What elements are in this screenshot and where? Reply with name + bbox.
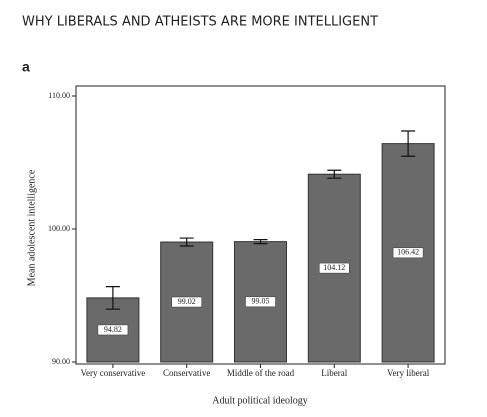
y-axis-label: Mean adolescent intelligence (26, 169, 37, 286)
error-bar (401, 130, 416, 157)
value-label-box (319, 262, 350, 274)
y-tick-label: 110.00 (48, 91, 70, 100)
x-tick-label: Middle of the road (226, 368, 295, 378)
x-tick-label: Liberal (321, 368, 348, 378)
error-bar (179, 237, 194, 247)
x-axis-label: Adult political ideology (212, 395, 308, 406)
value-label: 106.42 (397, 248, 419, 257)
value-label-box (171, 296, 202, 308)
value-label: 104.12 (323, 263, 345, 272)
value-label-box (97, 324, 129, 336)
value-label: 99.05 (252, 297, 270, 306)
y-tick-label: 90.00 (52, 357, 70, 366)
error-bar (105, 285, 120, 310)
value-label: 94.82 (104, 325, 122, 334)
x-tick-label: Very liberal (386, 368, 430, 378)
value-label: 99.02 (178, 297, 196, 306)
panel-label: a (22, 59, 30, 75)
heading: WHY LIBERALS AND ATHEISTS ARE MORE INTEL… (22, 15, 378, 30)
x-tick-label: Conservative (162, 368, 211, 378)
error-bar (327, 169, 342, 179)
value-label-box (245, 296, 276, 308)
x-tick-label: Very conservative (80, 368, 146, 378)
error-bar (253, 239, 268, 245)
y-tick-label: 100.00 (48, 224, 70, 233)
value-label-box (392, 247, 424, 259)
